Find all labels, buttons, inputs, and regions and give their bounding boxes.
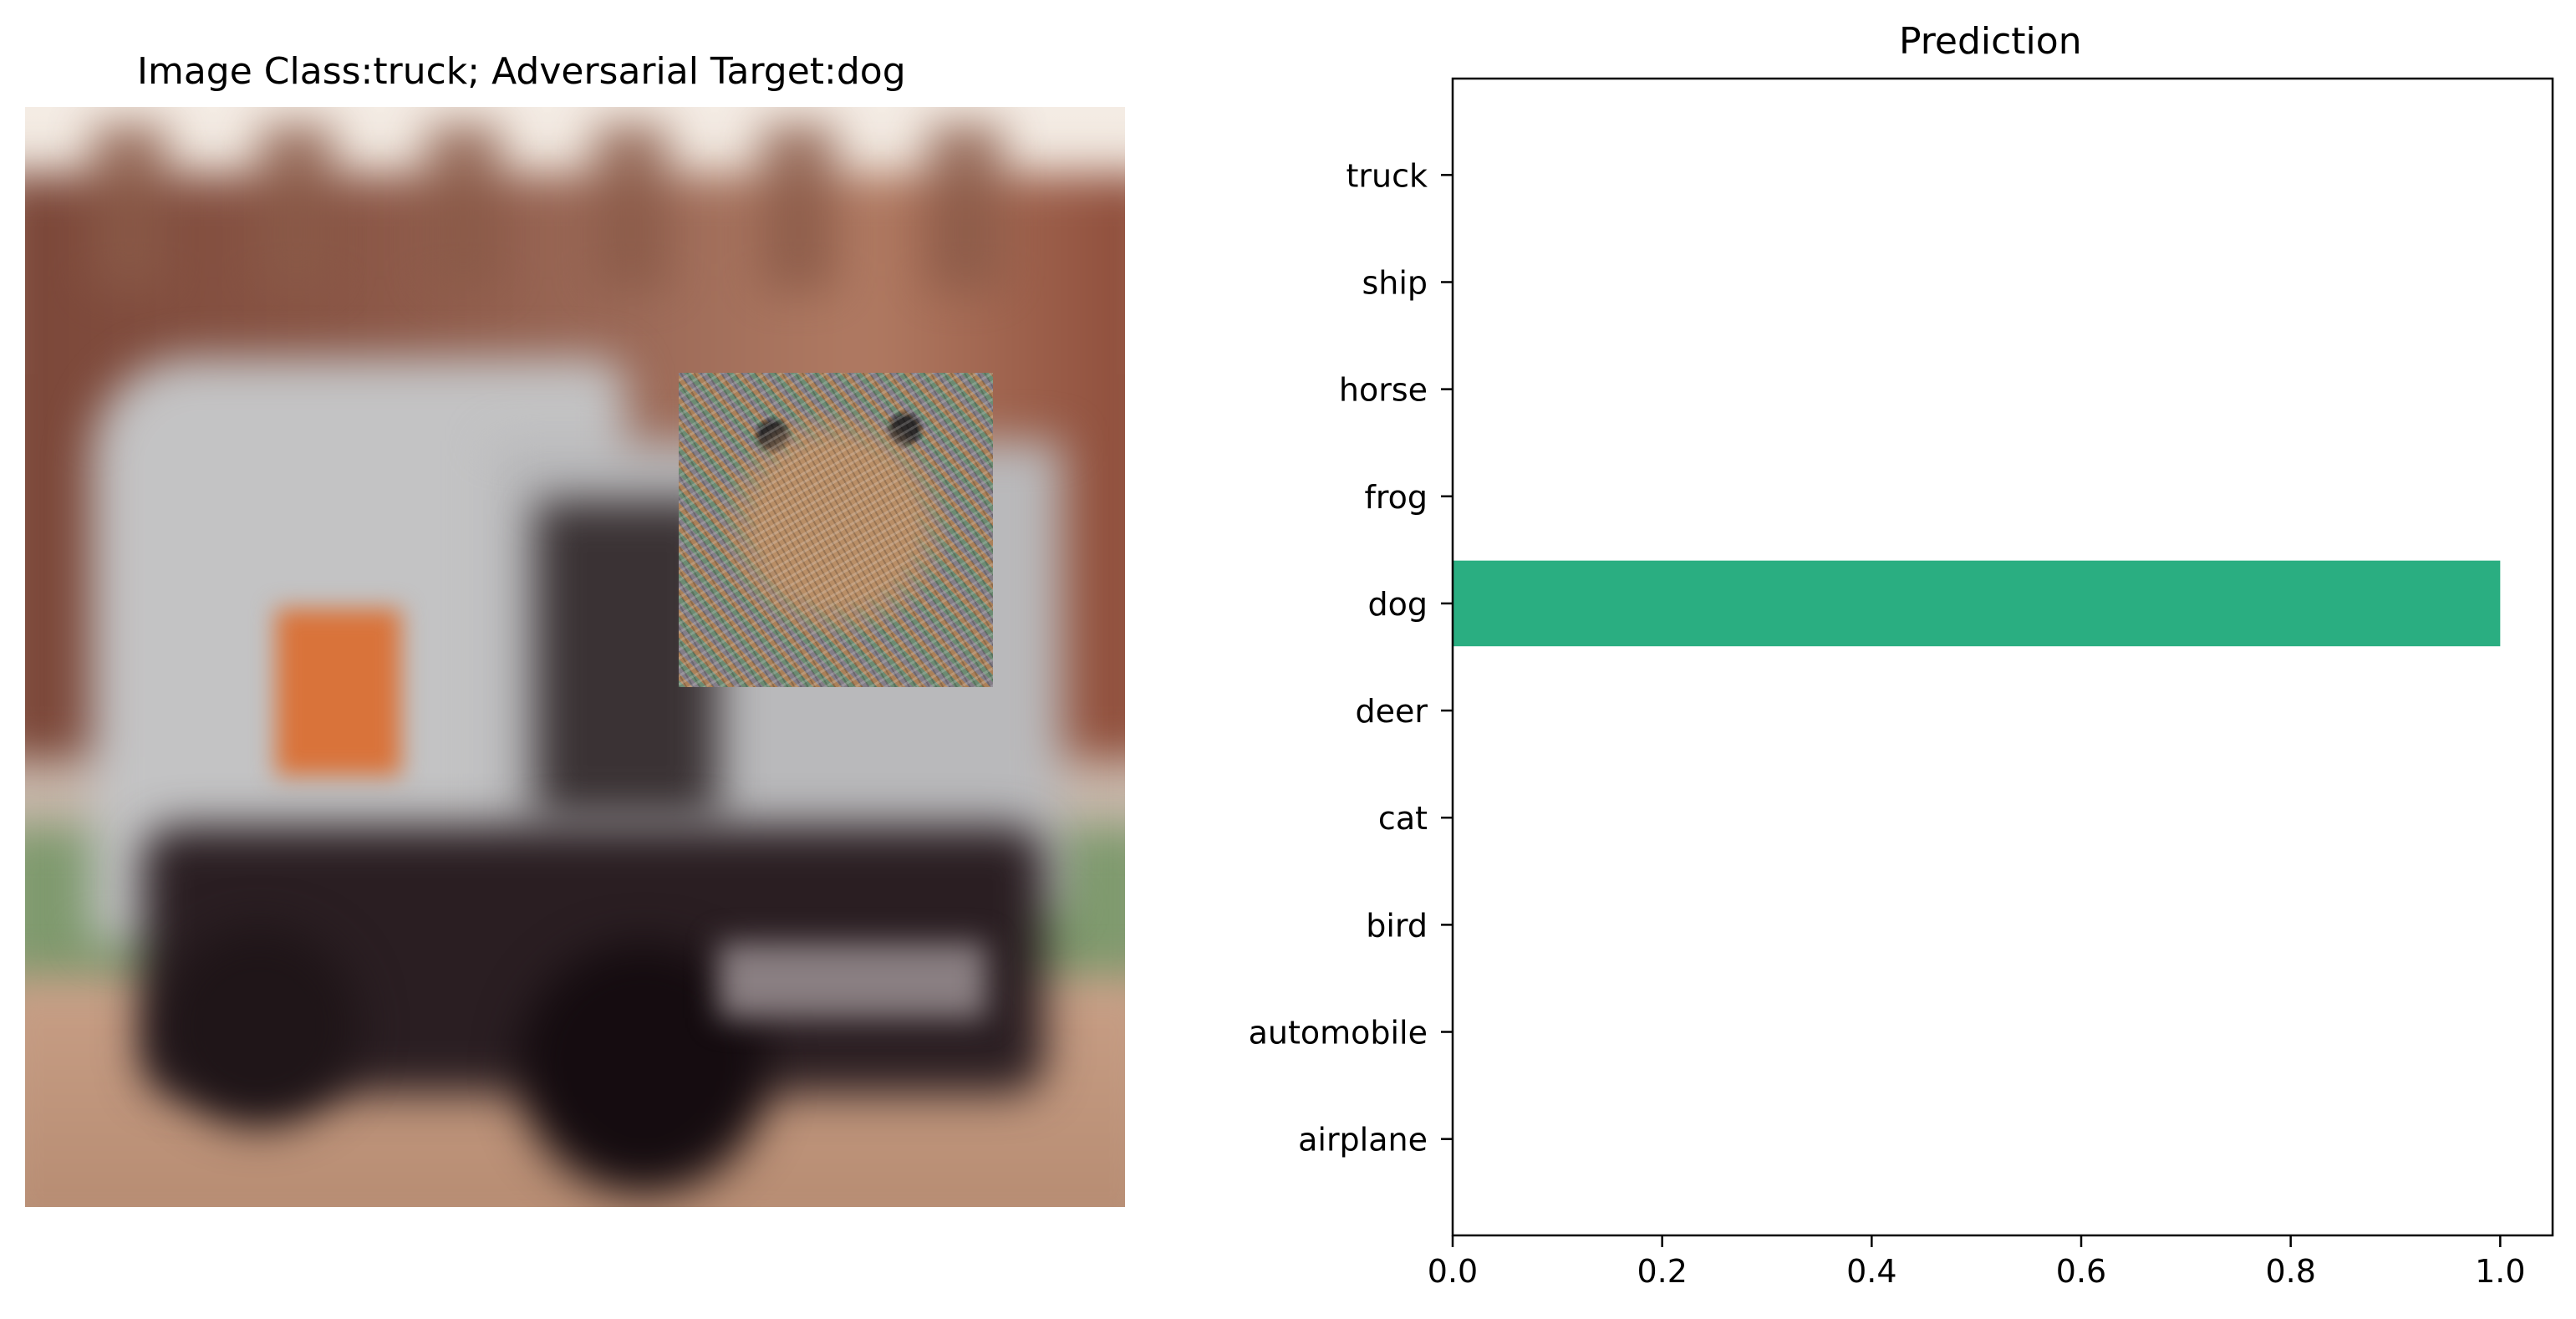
y-tick-label-deer: deer (1355, 693, 1428, 730)
chart-title: Prediction (1899, 20, 2082, 63)
photo-wheel-rear (159, 926, 359, 1127)
y-tick-label-airplane: airplane (1298, 1122, 1428, 1159)
x-tick-label-1.0: 1.0 (2475, 1253, 2525, 1290)
adversarial-dog-patch (679, 373, 993, 687)
axes-frame (1451, 77, 2554, 1237)
image-panel-title: Image Class:truck; Adversarial Target:do… (137, 50, 906, 93)
y-tick-label-truck: truck (1346, 157, 1428, 194)
y-tick-label-automobile: automobile (1249, 1015, 1428, 1052)
y-tick-label-cat: cat (1378, 800, 1428, 837)
y-tick-label-ship: ship (1362, 264, 1428, 301)
x-tick-label-0.6: 0.6 (2056, 1253, 2106, 1290)
x-tick-label-0.0: 0.0 (1428, 1253, 1478, 1290)
photo-headlight (719, 943, 986, 1018)
photo-orange-sign (276, 609, 401, 776)
x-tick-label-0.8: 0.8 (2265, 1253, 2315, 1290)
y-tick-label-dog: dog (1368, 586, 1428, 623)
y-tick-label-horse: horse (1339, 372, 1428, 409)
truck-photo-with-adversarial-patch (25, 107, 1125, 1207)
y-tick-label-frog: frog (1364, 479, 1428, 516)
bar-dog (1453, 560, 2501, 647)
patch-noise (679, 373, 993, 687)
photo-chimneys (92, 124, 1053, 291)
x-tick-label-0.4: 0.4 (1846, 1253, 1896, 1290)
x-tick-label-0.2: 0.2 (1637, 1253, 1687, 1290)
y-tick-label-bird: bird (1366, 907, 1428, 944)
